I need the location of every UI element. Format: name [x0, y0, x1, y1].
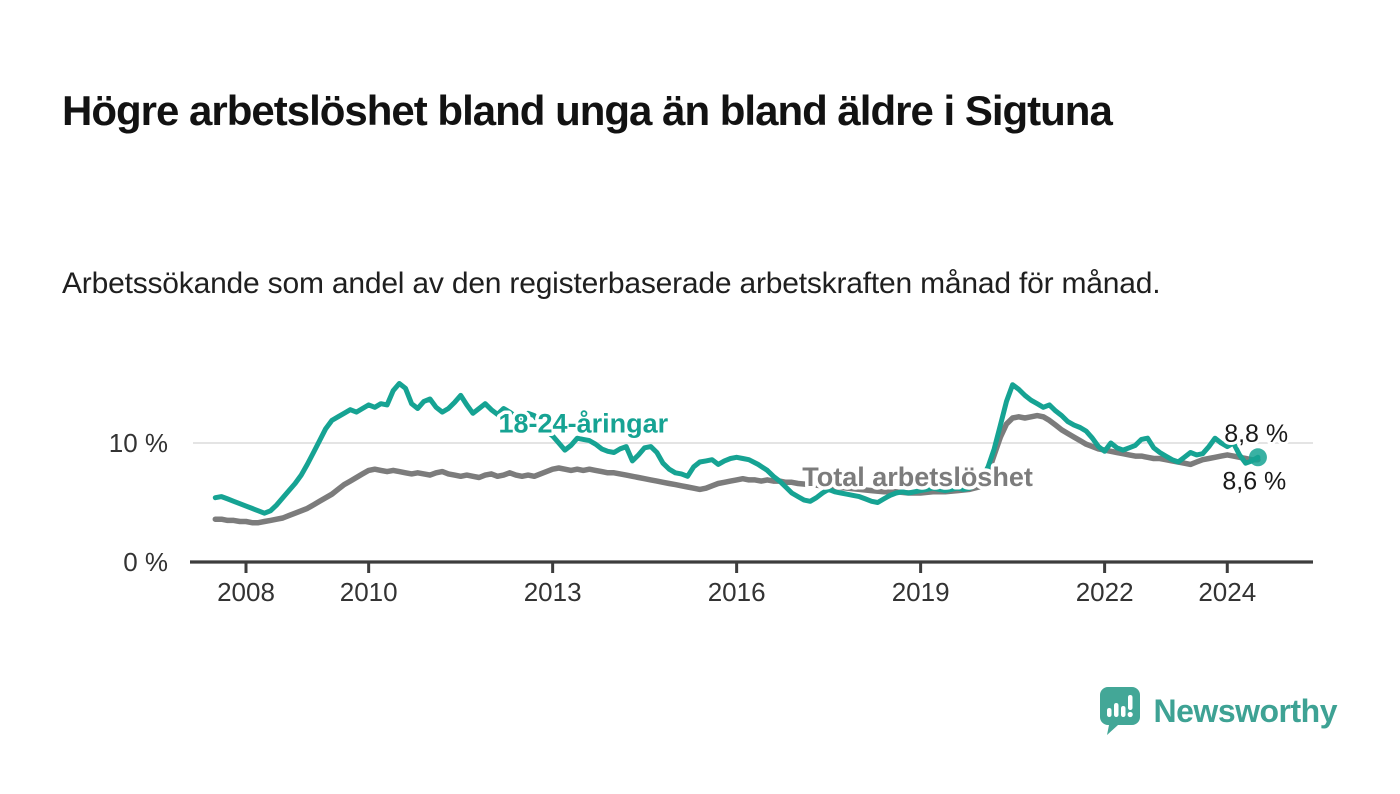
- chart-subtitle: Arbetssökande som andel av den registerb…: [62, 267, 1161, 300]
- y-tick-label: 10 %: [109, 428, 168, 458]
- series-label-youth: 18-24-åringar: [499, 408, 669, 438]
- x-tick-label: 2019: [892, 577, 950, 607]
- page-title: Högre arbetslöshet bland unga än bland ä…: [62, 87, 1113, 135]
- x-axis-ticks: [244, 562, 1229, 573]
- x-tick-label: 2016: [708, 577, 766, 607]
- y-tick-label: 0 %: [123, 547, 168, 577]
- x-tick-label: 2008: [217, 577, 275, 607]
- brand-footer: Newsworthy: [1099, 686, 1338, 736]
- latest-value-label-total: 8,6 %: [1222, 467, 1286, 495]
- brand-name: Newsworthy: [1153, 692, 1338, 729]
- series-line-total: [212, 412, 1261, 526]
- x-tick-label: 2022: [1076, 577, 1134, 607]
- series-label-total: Total arbetslöshet: [802, 462, 1033, 492]
- newsworthy-logo-icon: [1099, 687, 1140, 735]
- latest-point-dot: [1248, 448, 1267, 467]
- x-tick-label: 2010: [340, 577, 398, 607]
- x-tick-label: 2024: [1198, 577, 1256, 607]
- series-line-youth: [212, 381, 1261, 516]
- x-axis-tick-labels: 2008 2010 2013 2016 2019 2022 2024: [217, 577, 1256, 607]
- x-tick-label: 2013: [524, 577, 582, 607]
- latest-value-label-youth: 8,8 %: [1224, 420, 1288, 448]
- y-axis-tick-labels: 10 % 0 %: [109, 428, 168, 577]
